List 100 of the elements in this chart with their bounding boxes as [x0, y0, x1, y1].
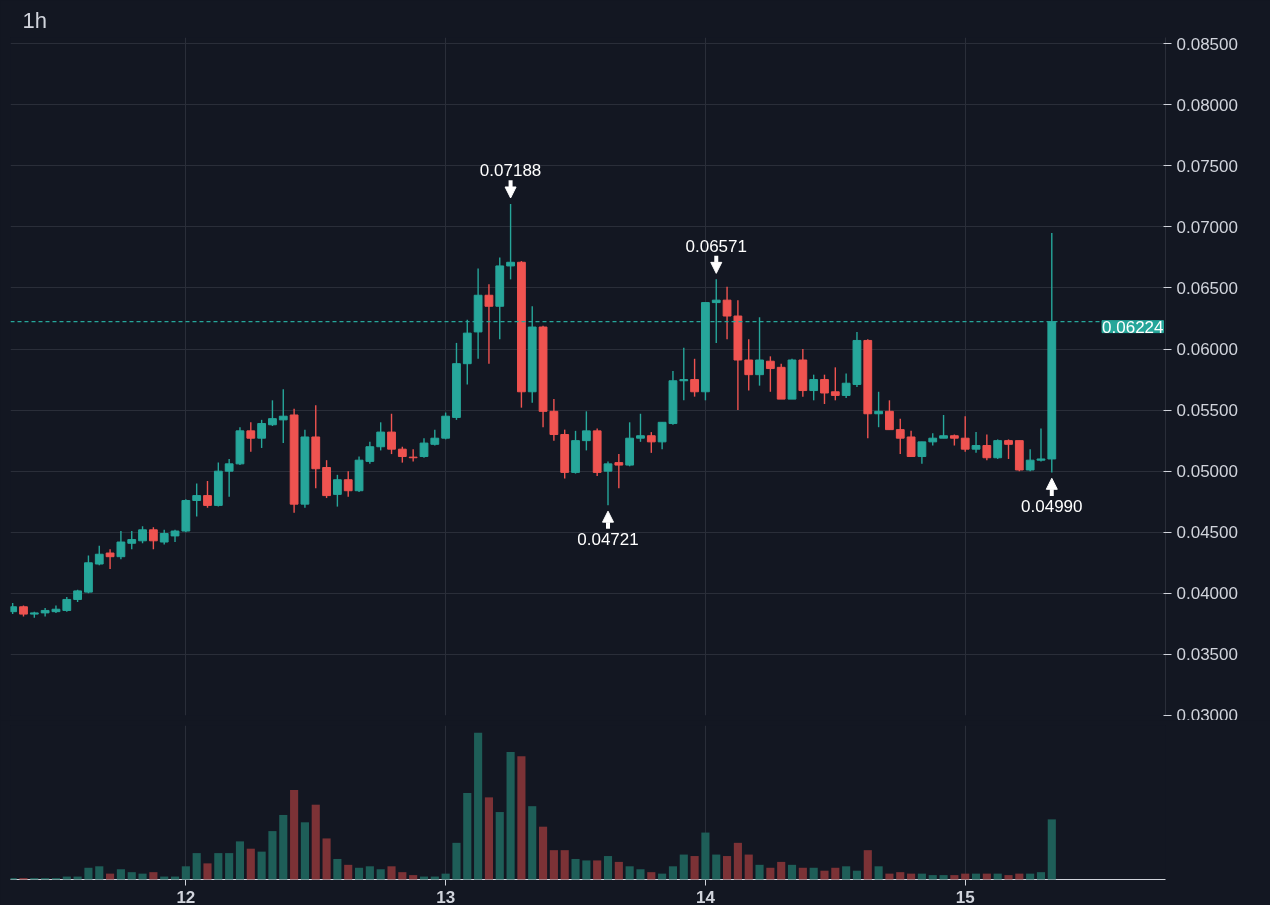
- bar: [755, 864, 764, 880]
- x-tick-label: 13: [436, 887, 456, 907]
- bar: [777, 861, 786, 880]
- bar: [192, 853, 201, 880]
- candlestick: [636, 413, 645, 443]
- candlestick: [376, 421, 386, 452]
- candlestick: [257, 419, 267, 449]
- bar: [311, 804, 320, 880]
- bar: [636, 869, 645, 880]
- bar: [538, 826, 548, 880]
- candlestick: [917, 441, 927, 465]
- bar: [484, 797, 494, 880]
- bar: [279, 814, 288, 880]
- candlestick: [895, 417, 905, 455]
- candlestick: [148, 526, 158, 551]
- candlestick: [116, 530, 126, 560]
- candlestick: [506, 203, 515, 281]
- bar: [928, 875, 937, 880]
- y-tick-label: 0.04500: [1176, 523, 1238, 543]
- y-tick-label: 0.07000: [1176, 217, 1238, 237]
- bar: [235, 841, 245, 880]
- y-tick-label: 0.08000: [1176, 95, 1238, 115]
- bar: [831, 867, 840, 880]
- bar: [690, 856, 699, 880]
- bar: [225, 853, 234, 880]
- annotation: 0.06571: [685, 236, 747, 256]
- candlestick: [581, 410, 591, 452]
- x-tick-label: 12: [176, 887, 196, 907]
- bar: [1004, 875, 1013, 880]
- candlestick: [960, 415, 970, 453]
- bar: [127, 872, 136, 880]
- bar: [344, 864, 353, 880]
- y-tick-label: 0.05000: [1176, 462, 1238, 482]
- bar: [387, 866, 396, 880]
- candlestick: [203, 480, 212, 509]
- candlestick: [549, 398, 559, 442]
- bar: [603, 856, 613, 880]
- bar: [354, 867, 364, 880]
- candlestick: [387, 413, 396, 455]
- bar: [593, 860, 602, 880]
- bar: [582, 860, 591, 880]
- bar: [214, 853, 223, 880]
- bar: [733, 842, 742, 880]
- bar: [939, 875, 948, 880]
- bar: [560, 850, 569, 880]
- candlestick: [820, 373, 829, 405]
- bar: [290, 790, 299, 880]
- bar: [993, 873, 1002, 880]
- bar: [842, 866, 851, 880]
- bar: [852, 870, 862, 880]
- annotation: 0.04990: [1021, 496, 1083, 516]
- candlestick: [484, 283, 494, 365]
- bar: [149, 872, 158, 880]
- candlestick: [765, 355, 775, 393]
- candlestick: [408, 448, 418, 463]
- bar: [528, 806, 537, 880]
- bar: [863, 850, 872, 880]
- candlestick: [993, 438, 1003, 460]
- bar: [982, 873, 991, 880]
- candlestick: [246, 421, 256, 453]
- candlestick: [105, 548, 115, 570]
- bar: [506, 751, 515, 880]
- bar: [441, 873, 450, 880]
- candlestick: [906, 430, 916, 458]
- bar: [766, 867, 775, 880]
- bar: [452, 842, 461, 880]
- bar: [549, 850, 558, 880]
- bar: [181, 866, 190, 880]
- bar: [322, 838, 331, 880]
- y-tick-label: 0.03500: [1176, 645, 1238, 665]
- candlestick: [744, 338, 754, 392]
- bar: [106, 873, 115, 880]
- candlestick: [127, 530, 137, 551]
- chart-title: 1h: [22, 7, 47, 33]
- bar: [474, 732, 483, 880]
- bar: [798, 867, 807, 880]
- bar: [170, 876, 180, 880]
- bar: [625, 866, 634, 880]
- candlestick: [441, 411, 451, 441]
- candlestick: [603, 460, 613, 506]
- bar: [495, 812, 504, 880]
- candlestick: [939, 414, 948, 439]
- candlestick: [722, 286, 732, 340]
- bar: [917, 873, 926, 880]
- bar: [787, 864, 797, 880]
- candlestick: [224, 458, 234, 498]
- candlestick: [332, 474, 342, 508]
- candlestick: [1004, 438, 1013, 460]
- bar: [160, 876, 169, 880]
- bar: [668, 866, 678, 880]
- bar: [246, 848, 255, 880]
- x-tick-label: 14: [695, 887, 716, 907]
- bar: [73, 876, 82, 880]
- bar: [1036, 872, 1046, 880]
- candlestick: [830, 366, 840, 402]
- bar: [907, 873, 916, 880]
- bar: [679, 854, 688, 880]
- bar: [398, 872, 407, 880]
- candlestick: [614, 453, 624, 489]
- candlestick: [1036, 427, 1046, 463]
